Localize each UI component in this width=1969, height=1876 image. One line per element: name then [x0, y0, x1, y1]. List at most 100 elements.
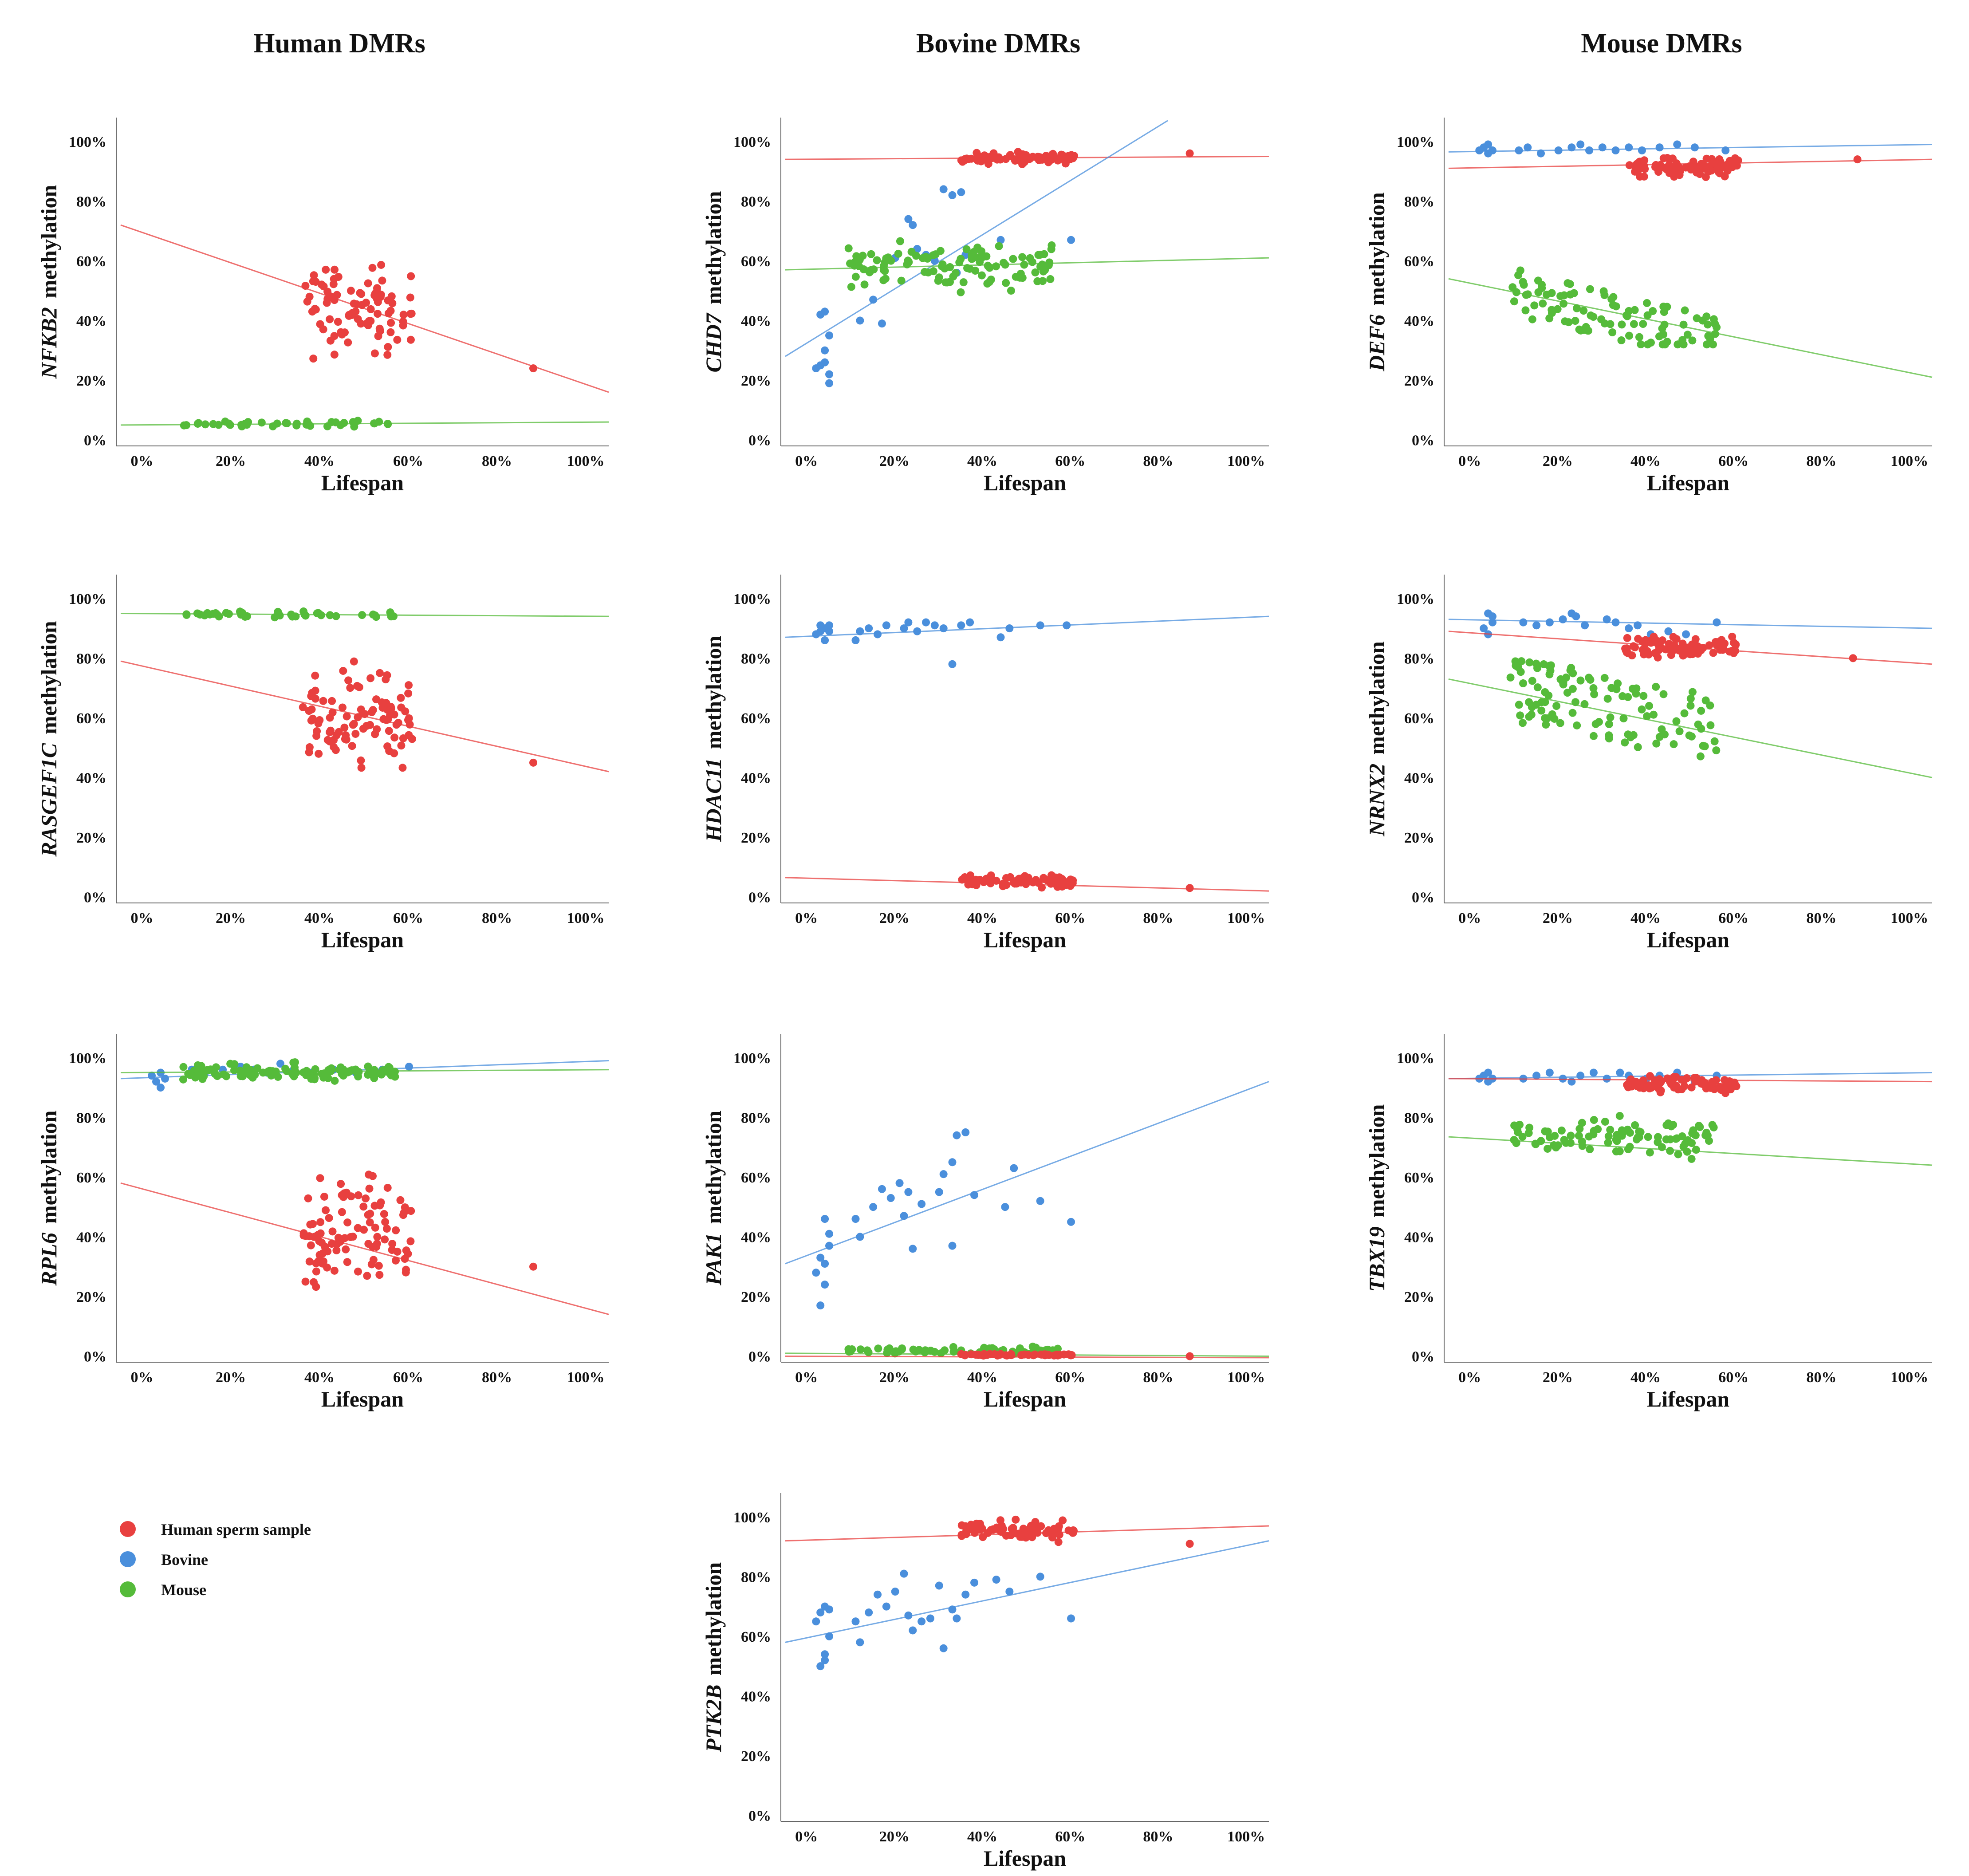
data-point: [977, 157, 985, 166]
data-point: [405, 731, 413, 739]
data-point: [1484, 140, 1493, 149]
data-point: [969, 248, 978, 256]
x-tick-label: 0%: [795, 453, 818, 469]
data-point: [886, 1194, 895, 1202]
data-point: [1631, 167, 1639, 176]
data-point: [319, 697, 327, 705]
data-point: [1605, 720, 1613, 729]
data-point: [316, 1218, 325, 1226]
x-tick-label: 40%: [304, 910, 335, 926]
data-point: [958, 158, 967, 166]
data-point: [1578, 1119, 1586, 1127]
data-point: [957, 1531, 966, 1539]
data-point: [1632, 684, 1641, 693]
x-tick-label: 20%: [1543, 453, 1573, 469]
data-point: [359, 1202, 368, 1211]
data-point: [1699, 741, 1707, 750]
y-tick-label: 20%: [741, 373, 771, 389]
data-point: [1539, 300, 1547, 308]
data-point: [1603, 694, 1612, 703]
data-point: [1706, 701, 1714, 709]
y-tick-label: 40%: [1404, 770, 1434, 786]
data-point: [1728, 646, 1737, 655]
data-point: [900, 1569, 908, 1578]
y-tick-label: 100%: [733, 591, 771, 607]
data-point: [289, 1058, 298, 1067]
panel-chd7: 0% 20% 40% 60% 80% 100% 0% 20% 40% 60% 80% 100% Life…: [701, 118, 1269, 495]
data-point: [816, 1662, 825, 1671]
legend: Human sperm sample Bovine Mouse: [120, 1521, 311, 1599]
data-point: [354, 315, 362, 323]
data-point: [311, 671, 319, 680]
data-point: [383, 671, 391, 679]
data-point: [860, 280, 869, 289]
data-point: [909, 1626, 917, 1635]
data-point: [364, 279, 372, 288]
data-point: [1041, 1351, 1049, 1360]
data-point: [966, 618, 974, 627]
data-point: [339, 666, 347, 675]
data-point: [1643, 299, 1651, 307]
x-axis-label: Lifespan: [321, 927, 404, 952]
y-axis-label: HDAC11 methylation: [701, 636, 726, 843]
data-point: [999, 259, 1008, 267]
x-tick-label: 100%: [567, 910, 605, 926]
panel-tbx19: 0% 20% 40% 60% 80% 100% 0% 20% 40% 60% 80% 100% Life…: [1364, 1034, 1933, 1411]
x-tick-label: 80%: [1143, 910, 1173, 926]
data-point: [1660, 320, 1669, 329]
data-point: [193, 1064, 202, 1072]
data-point: [1570, 289, 1578, 297]
data-point: [1534, 276, 1542, 285]
data-point: [343, 712, 351, 721]
y-tick-label: 100%: [1397, 591, 1434, 607]
x-tick-label: 40%: [1630, 453, 1661, 469]
data-point: [348, 311, 356, 319]
data-point: [948, 1605, 957, 1614]
x-tick-label: 80%: [482, 453, 512, 469]
data-point: [405, 1063, 413, 1071]
data-point: [904, 1611, 913, 1620]
y-axis-gene: NRNX2: [1364, 764, 1389, 837]
data-point: [331, 265, 339, 274]
x-tick-label: 100%: [1227, 453, 1265, 469]
outlier-point: [1185, 1352, 1194, 1360]
data-point: [386, 328, 395, 336]
data-point: [1611, 146, 1620, 154]
data-point: [344, 676, 353, 685]
data-point: [1690, 1074, 1699, 1082]
data-point: [244, 418, 252, 426]
data-point: [1673, 140, 1682, 149]
data-point: [1706, 721, 1715, 729]
data-point: [855, 256, 864, 264]
data-point: [941, 278, 950, 287]
data-point: [1541, 698, 1549, 706]
data-point: [1528, 703, 1536, 711]
data-point: [230, 1066, 239, 1074]
data-point: [957, 288, 965, 296]
data-point: [1586, 1145, 1594, 1154]
data-point: [938, 260, 947, 268]
data-point: [337, 1180, 345, 1188]
x-tick-label: 100%: [1227, 910, 1265, 926]
x-tick-label: 20%: [216, 453, 246, 469]
data-point: [193, 609, 201, 618]
data-point: [1559, 615, 1567, 623]
data-point: [385, 1064, 394, 1072]
trend-line: [785, 1540, 1269, 1643]
data-point: [406, 720, 414, 729]
data-point: [1564, 318, 1573, 327]
data-point: [1669, 1120, 1678, 1129]
data-point: [1036, 1197, 1044, 1205]
data-point: [863, 1346, 871, 1355]
data-point: [1563, 689, 1571, 697]
data-point: [354, 1191, 362, 1199]
data-point: [970, 1578, 979, 1587]
data-point: [1556, 719, 1564, 727]
data-point: [816, 1253, 825, 1262]
data-point: [399, 1211, 407, 1219]
x-tick-label: 0%: [1458, 910, 1481, 926]
series-mouse: [120, 417, 609, 431]
data-point: [1033, 277, 1042, 285]
data-point: [367, 1260, 376, 1269]
data-point: [1532, 1072, 1541, 1080]
